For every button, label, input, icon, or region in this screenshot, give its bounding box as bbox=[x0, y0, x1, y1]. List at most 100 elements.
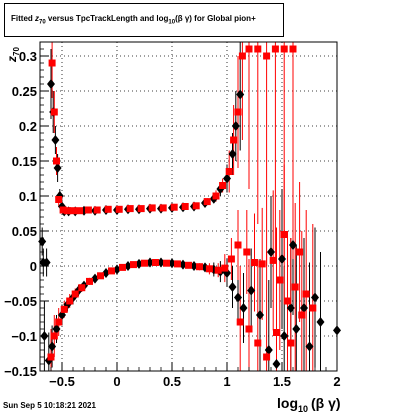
red-square-marker bbox=[159, 204, 167, 212]
red-square-marker bbox=[254, 339, 262, 347]
title-prefix: Fitted bbox=[11, 14, 35, 24]
title-log-sub: 10 bbox=[168, 19, 176, 26]
black-diamond-marker bbox=[228, 149, 237, 159]
red-square-marker bbox=[50, 108, 58, 116]
x-tick-label: 0.5 bbox=[163, 374, 181, 389]
red-square-marker bbox=[174, 260, 181, 268]
red-square-marker bbox=[302, 290, 310, 298]
red-square-marker bbox=[287, 339, 295, 347]
red-square-marker bbox=[263, 353, 271, 361]
black-diamond-marker bbox=[311, 292, 319, 303]
red-square-marker bbox=[251, 259, 258, 266]
red-square-marker bbox=[192, 202, 200, 210]
black-diamond-marker bbox=[280, 331, 289, 341]
x-tick-label: 1.5 bbox=[273, 374, 291, 389]
red-square-marker bbox=[258, 260, 266, 268]
red-square-marker bbox=[236, 318, 244, 326]
red-square-marker bbox=[104, 205, 112, 213]
black-diamond-marker bbox=[289, 240, 297, 250]
black-diamond-marker bbox=[47, 79, 55, 89]
y-axis-title-sub: 70 bbox=[12, 47, 21, 56]
x-axis-title-rest: (β γ) bbox=[311, 395, 341, 411]
red-square-marker bbox=[76, 207, 84, 215]
red-square-marker bbox=[243, 248, 251, 256]
red-square-marker bbox=[212, 192, 220, 200]
y-tick-label: −0.15 bbox=[4, 364, 37, 379]
red-square-marker bbox=[245, 45, 253, 53]
red-square-marker bbox=[214, 266, 222, 274]
title-suffix: (β γ) for Global pion+ bbox=[175, 14, 256, 24]
tick-labels-layer: −0.5 0 0.5 1 1.5 2 −0.15 −0.1 −0.05 0 0.05 0.1 0.15 0… bbox=[4, 49, 341, 389]
title-z-sub: 70 bbox=[39, 19, 46, 26]
red-square-marker bbox=[126, 205, 134, 213]
x-tick-label: 0 bbox=[113, 374, 120, 389]
red-square-marker bbox=[137, 205, 145, 213]
red-square-marker bbox=[86, 277, 93, 285]
red-square-marker bbox=[225, 168, 233, 175]
red-square-marker bbox=[309, 304, 317, 312]
black-diamond-marker bbox=[48, 341, 57, 352]
red-square-marker bbox=[234, 108, 242, 116]
y-tick-label: 0.3 bbox=[19, 49, 37, 64]
black-diamond-marker bbox=[267, 247, 275, 257]
red-square-marker bbox=[69, 207, 77, 215]
black-diamond-marker bbox=[272, 359, 281, 369]
timestamp-footer: Sun Sep 5 10:18:21 2021 bbox=[3, 401, 96, 410]
red-square-marker bbox=[97, 272, 104, 280]
x-tick-label: 1 bbox=[223, 374, 230, 389]
x-tick-label: 2 bbox=[333, 374, 340, 389]
x-axis-title: log10 (β γ) bbox=[277, 395, 341, 414]
red-square-marker bbox=[280, 45, 288, 53]
y-tick-label: 0.1 bbox=[19, 189, 37, 204]
red-square-marker bbox=[296, 248, 304, 256]
red-square-marker bbox=[254, 45, 262, 53]
black-diamond-marker bbox=[286, 303, 295, 313]
red-square-marker bbox=[55, 318, 63, 326]
y-axis-title-main: z bbox=[5, 56, 19, 63]
black-diamond-marker bbox=[53, 163, 62, 173]
red-square-marker bbox=[238, 52, 246, 60]
chart-title: Fitted z70 versus TpcTrackLength and log… bbox=[11, 14, 256, 26]
red-square-marker bbox=[181, 203, 189, 210]
x-axis-title-main: log bbox=[277, 395, 298, 411]
markers-layer bbox=[38, 45, 341, 369]
black-diamond-marker bbox=[247, 285, 256, 296]
red-square-marker bbox=[59, 206, 67, 214]
red-square-marker bbox=[108, 267, 115, 275]
red-square-marker bbox=[50, 332, 58, 340]
black-diamond-marker bbox=[52, 324, 61, 334]
red-square-marker bbox=[163, 259, 170, 267]
black-diamond-marker bbox=[228, 282, 237, 292]
black-diamond-marker bbox=[292, 324, 301, 334]
red-square-marker bbox=[53, 157, 60, 165]
red-square-marker bbox=[152, 259, 159, 266]
red-square-marker bbox=[84, 206, 92, 214]
black-diamond-marker bbox=[234, 292, 242, 303]
red-square-marker bbox=[227, 255, 235, 263]
red-square-marker bbox=[276, 276, 284, 284]
red-square-marker bbox=[273, 329, 280, 336]
chart-title-box: Fitted z70 versus TpcTrackLength and log… bbox=[4, 3, 284, 37]
red-square-marker bbox=[48, 59, 56, 67]
black-diamond-marker bbox=[305, 341, 314, 352]
y-tick-label: −0.05 bbox=[4, 294, 37, 309]
red-square-marker bbox=[291, 283, 299, 291]
ticks-layer bbox=[39, 48, 338, 372]
black-diamond-marker bbox=[239, 303, 248, 313]
black-diamond-marker bbox=[236, 89, 245, 100]
black-diamond-marker bbox=[42, 257, 51, 268]
y-tick-label: 0 bbox=[30, 259, 37, 274]
red-square-marker bbox=[148, 204, 156, 212]
title-middle: versus TpcTrackLength and log bbox=[45, 14, 169, 24]
red-square-marker bbox=[170, 203, 178, 211]
red-square-marker bbox=[71, 290, 79, 298]
red-square-marker bbox=[141, 259, 148, 267]
red-square-marker bbox=[64, 207, 71, 215]
black-diamond-marker bbox=[51, 135, 60, 145]
red-square-marker bbox=[205, 265, 213, 273]
red-square-marker bbox=[298, 311, 306, 319]
red-square-marker bbox=[185, 261, 192, 269]
y-tick-label: 0.25 bbox=[12, 84, 37, 99]
red-square-marker bbox=[219, 182, 227, 189]
